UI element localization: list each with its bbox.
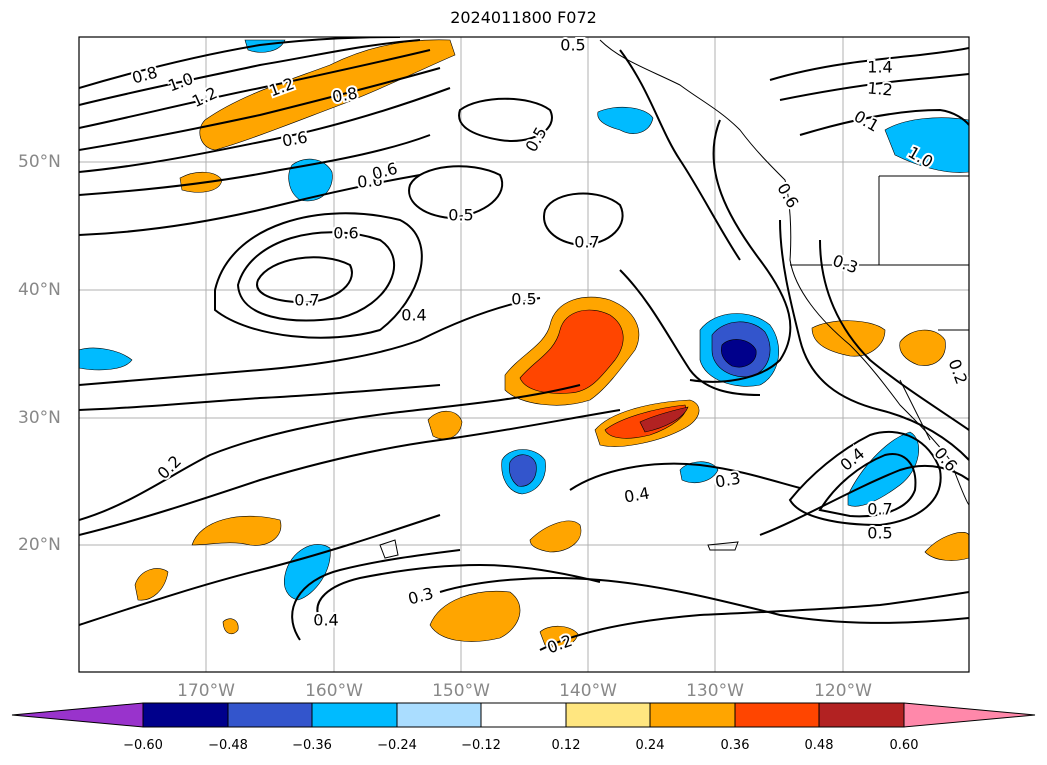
negative-anomaly-patch: [283, 544, 331, 601]
colorbar-tick: 0.12: [551, 738, 581, 753]
contour-label: 1.4: [867, 58, 892, 77]
contour-label: 0.5: [511, 290, 536, 309]
lon-label: 140°W: [559, 681, 617, 701]
positive-anomaly-patch: [924, 532, 969, 561]
positive-anomaly-patch: [429, 590, 521, 642]
colorbar-segment: [565, 702, 651, 728]
lat-label: 40°N: [18, 280, 61, 300]
lat-label: 50°N: [18, 152, 61, 172]
coastline: [379, 39, 969, 559]
contour-label: 0.5: [867, 524, 892, 543]
colorbar-segment: [311, 702, 398, 728]
map-title: 2024011800 F072: [450, 8, 597, 27]
lon-label: 170°W: [177, 681, 235, 701]
lat-label: 20°N: [18, 535, 61, 555]
colorbar-tick: 0.48: [804, 738, 834, 753]
lon-label: 150°W: [432, 681, 490, 701]
plot-border: [78, 36, 970, 673]
contour-label: 1.2: [867, 78, 894, 99]
colorbar-segment: [818, 702, 905, 728]
contour-label: 0.5: [560, 36, 585, 55]
contour-label: 0.6: [356, 170, 383, 191]
contour-label: 0.7: [574, 233, 599, 252]
colorbar-segment: [734, 702, 820, 728]
negative-anomaly-patch: [597, 106, 654, 134]
positive-anomaly-core: [519, 309, 624, 394]
colorbar-extend-low: [11, 702, 144, 728]
colorbar-tick: −0.48: [208, 738, 248, 753]
colorbar-segment: [227, 702, 313, 728]
colorbar-segment: [142, 702, 229, 728]
negative-anomaly-max: [721, 339, 757, 368]
positive-anomaly-patch: [134, 568, 169, 601]
contour-label: 0.4: [313, 611, 338, 630]
negative-anomaly-patch: [79, 347, 133, 371]
positive-anomaly-patch: [427, 410, 463, 440]
positive-anomaly-patch: [191, 515, 282, 546]
positive-anomaly-patch: [529, 520, 582, 553]
colorbar-extend-high: [903, 702, 1036, 728]
contour-label: 0.6: [333, 224, 358, 243]
colorbar-tick: 0.60: [889, 738, 919, 753]
colorbar-tick: 0.36: [720, 738, 750, 753]
contour-label: 0.5: [448, 206, 473, 225]
contour-label: 0.7: [867, 500, 892, 519]
positive-anomaly-patch: [811, 320, 886, 357]
colorbar: [11, 702, 1036, 728]
colorbar-tick: 0.24: [635, 738, 665, 753]
contour-label: 0.4: [401, 306, 426, 325]
negative-anomaly-core: [508, 454, 537, 487]
lon-label: 120°W: [814, 681, 872, 701]
negative-anomaly-baja: [847, 431, 919, 507]
contour-label: 0.6: [281, 127, 309, 150]
colorbar-segment: [396, 702, 482, 728]
positive-anomaly-patch: [222, 618, 239, 635]
contour-lines: [79, 37, 969, 651]
colorbar-segment: [649, 702, 736, 728]
negative-anomaly-patch: [884, 117, 969, 173]
colorbar-tick: −0.24: [377, 738, 417, 753]
colorbar-tick: −0.12: [461, 738, 501, 753]
positive-anomaly-patch: [539, 625, 579, 648]
lat-label: 30°N: [18, 408, 61, 428]
colorbar-segment: [480, 702, 567, 728]
lon-label: 130°W: [686, 681, 744, 701]
contour-label: 0.7: [294, 291, 319, 310]
positive-anomaly-patch: [899, 329, 946, 366]
lon-label: 160°W: [305, 681, 363, 701]
colorbar-tick: −0.60: [123, 738, 163, 753]
positive-anomaly-streak-max: [639, 406, 689, 433]
positive-anomaly-band-nw: [199, 39, 456, 151]
colorbar-tick: −0.36: [292, 738, 332, 753]
